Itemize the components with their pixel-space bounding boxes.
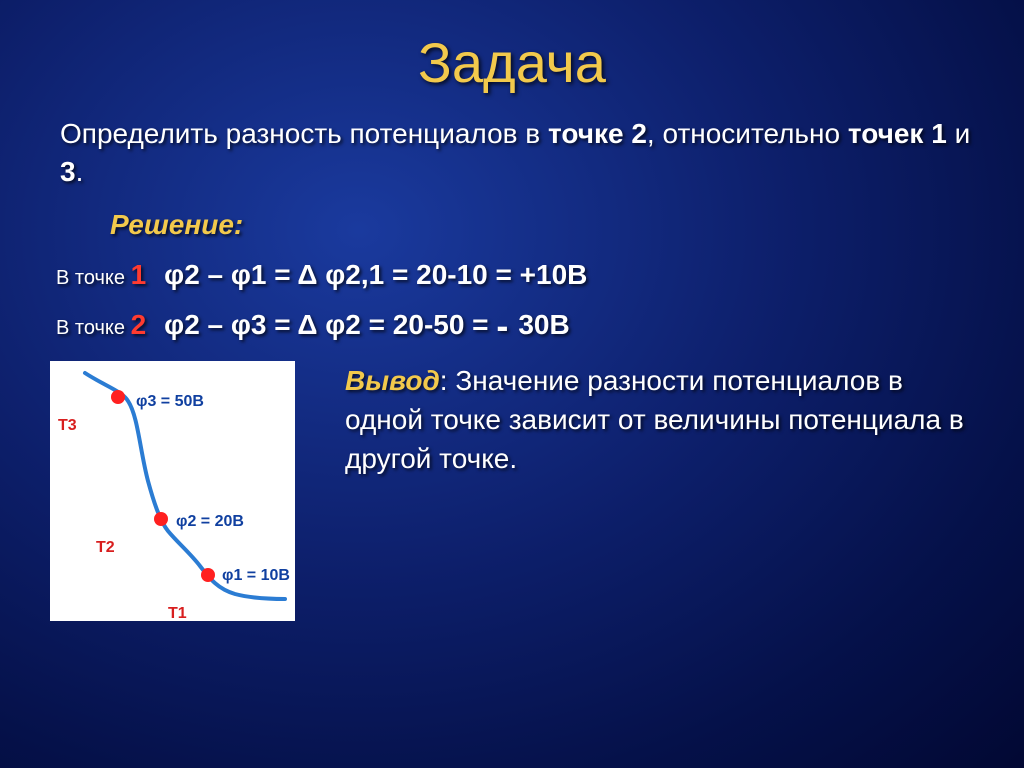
problem-bold-3: 3 [60,156,76,187]
equation-prefix: В точке 1 [56,259,146,291]
conclusion-word: Вывод [345,365,440,396]
diagram-t-label: Т2 [96,539,115,557]
solution-label: Решение: [110,209,974,241]
diagram-phi-label: φ1 = 10В [222,567,290,585]
diagram-point-1 [201,568,215,582]
potential-diagram: Т3 φ3 = 50В Т2 φ2 = 20В Т1 φ1 = 10В [50,361,295,621]
problem-suffix: . [76,156,84,187]
problem-prefix: Определить разность потенциалов в [60,118,548,149]
equation-prefix: В точке 2 [56,309,146,341]
problem-statement: Определить разность потенциалов в точке … [50,115,974,191]
conclusion-text: Вывод: Значение разности потенциалов в о… [325,361,974,621]
lower-row: Т3 φ3 = 50В Т2 φ2 = 20В Т1 φ1 = 10В Вывод: Зн… [50,361,974,621]
problem-mid2: и [947,118,970,149]
diagram-t-label: Т3 [58,417,77,435]
equation-point-number: 2 [131,309,147,340]
diagram-phi-label: φ2 = 20В [176,513,244,531]
problem-bold-2: точек 1 [848,118,947,149]
equation-row-2: В точке 2 φ2 – φ3 = Δ φ2 = 20-50 = - 30В [50,305,974,347]
equation-row-1: В точке 1 φ2 – φ1 = Δ φ2,1 = 20-10 = +10В [50,259,974,291]
equation-body: φ2 – φ1 = Δ φ2,1 = 20-10 = +10В [164,259,587,291]
problem-bold-1: точке 2 [548,118,647,149]
problem-mid: , относительно [647,118,848,149]
equation-body: φ2 – φ3 = Δ φ2 = 20-50 = - 30В [164,305,570,347]
diagram-point-2 [154,512,168,526]
equations-block: В точке 1 φ2 – φ1 = Δ φ2,1 = 20-10 = +10В… [50,259,974,347]
diagram-point-3 [111,390,125,404]
diagram-t-label: Т1 [168,605,187,623]
equation-point-number: 1 [131,259,147,290]
slide-title: Задача [50,30,974,95]
diagram-phi-label: φ3 = 50В [136,393,204,411]
